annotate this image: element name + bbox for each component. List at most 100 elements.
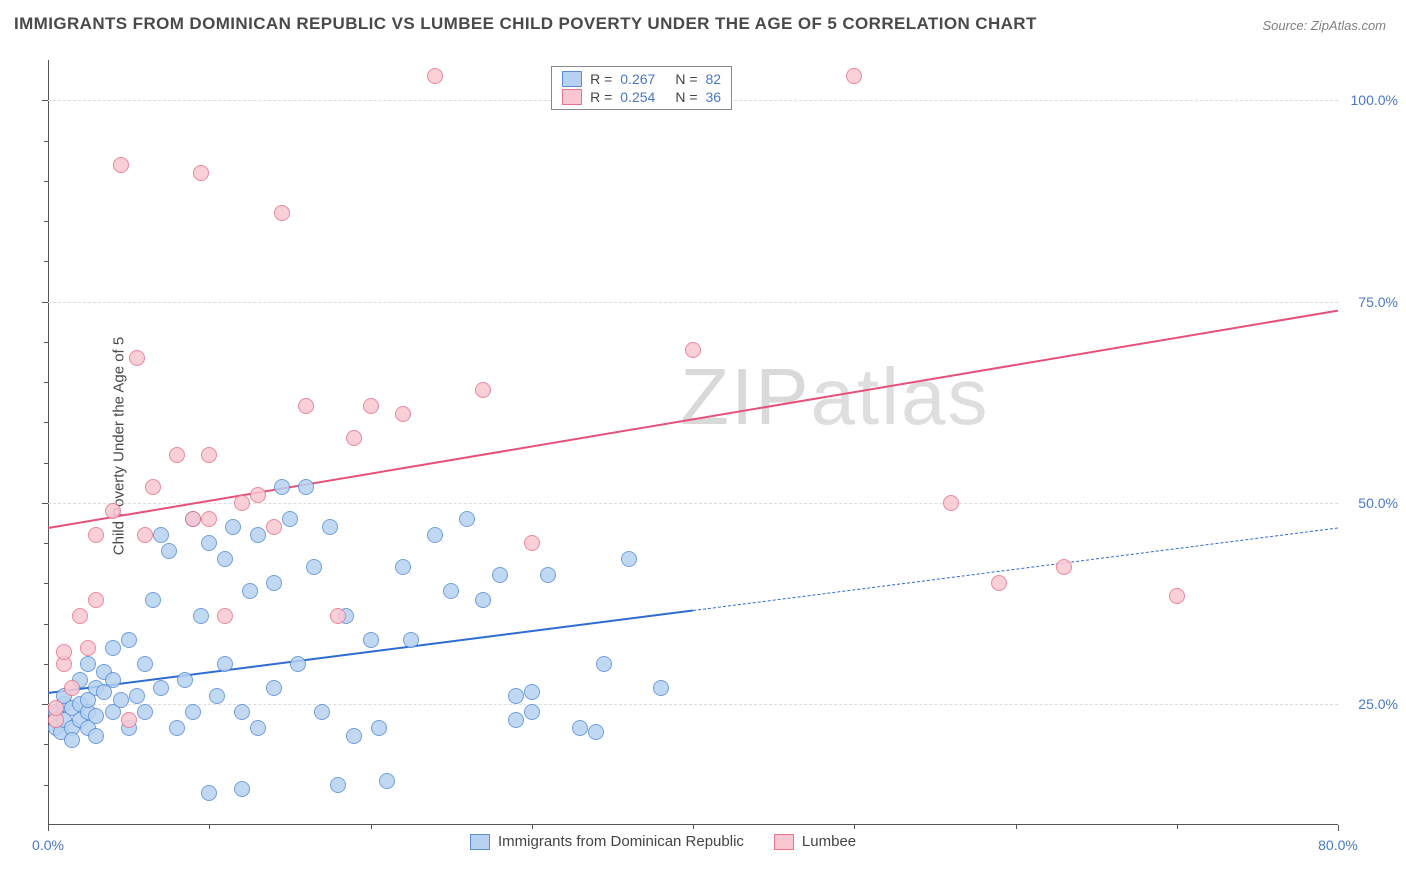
y-tick-label: 25.0% <box>1343 696 1398 712</box>
data-point <box>161 543 177 559</box>
data-point <box>427 68 443 84</box>
x-minor-tick <box>532 825 533 829</box>
data-point <box>266 680 282 696</box>
data-point <box>492 567 508 583</box>
data-point <box>129 688 145 704</box>
y-minor-tick <box>44 181 48 182</box>
chart-title: IMMIGRANTS FROM DOMINICAN REPUBLIC VS LU… <box>14 14 1037 34</box>
series-name: Lumbee <box>802 833 856 850</box>
x-tick-label: 80.0% <box>1318 837 1358 853</box>
x-minor-tick <box>1177 825 1178 829</box>
legend-r-value: 0.267 <box>620 71 655 87</box>
data-point <box>395 406 411 422</box>
data-point <box>588 724 604 740</box>
data-point <box>298 398 314 414</box>
y-minor-tick <box>44 141 48 142</box>
data-point <box>508 712 524 728</box>
data-point <box>540 567 556 583</box>
data-point <box>88 592 104 608</box>
x-minor-tick <box>693 825 694 829</box>
legend-n-value: 36 <box>706 89 722 105</box>
data-point <box>64 732 80 748</box>
data-point <box>201 511 217 527</box>
data-point <box>225 519 241 535</box>
y-minor-tick <box>44 422 48 423</box>
data-point <box>121 632 137 648</box>
data-point <box>250 720 266 736</box>
trend-line <box>693 527 1338 611</box>
data-point <box>145 592 161 608</box>
data-point <box>113 157 129 173</box>
legend-swatch <box>562 89 582 105</box>
y-tick-mark <box>42 302 48 303</box>
data-point <box>169 447 185 463</box>
y-minor-tick <box>44 785 48 786</box>
y-minor-tick <box>44 261 48 262</box>
data-point <box>88 708 104 724</box>
data-point <box>403 632 419 648</box>
data-point <box>137 704 153 720</box>
data-point <box>201 535 217 551</box>
data-point <box>266 519 282 535</box>
data-point <box>298 479 314 495</box>
data-point <box>1169 588 1185 604</box>
x-minor-tick <box>209 825 210 829</box>
data-point <box>363 632 379 648</box>
data-point <box>72 608 88 624</box>
data-point <box>653 680 669 696</box>
series-legend-item: Immigrants from Dominican Republic <box>470 833 744 850</box>
legend-swatch <box>562 71 582 87</box>
data-point <box>217 551 233 567</box>
data-point <box>274 479 290 495</box>
trend-line <box>48 610 693 695</box>
series-name: Immigrants from Dominican Republic <box>498 833 744 850</box>
data-point <box>379 773 395 789</box>
legend-row: R = 0.267N = 82 <box>562 71 721 87</box>
data-point <box>443 583 459 599</box>
legend-r-label: R = <box>590 89 612 105</box>
data-point <box>322 519 338 535</box>
data-point <box>290 656 306 672</box>
data-point <box>177 672 193 688</box>
y-minor-tick <box>44 463 48 464</box>
legend-r-value: 0.254 <box>620 89 655 105</box>
data-point <box>395 559 411 575</box>
source-label: Source: ZipAtlas.com <box>1262 18 1386 33</box>
x-tick-mark <box>48 825 49 831</box>
data-point <box>193 165 209 181</box>
x-minor-tick <box>854 825 855 829</box>
data-point <box>234 495 250 511</box>
data-point <box>1056 559 1072 575</box>
data-point <box>330 608 346 624</box>
data-point <box>88 527 104 543</box>
data-point <box>105 640 121 656</box>
data-point <box>185 704 201 720</box>
data-point <box>330 777 346 793</box>
data-point <box>524 704 540 720</box>
data-point <box>508 688 524 704</box>
y-minor-tick <box>44 382 48 383</box>
y-minor-tick <box>44 583 48 584</box>
y-minor-tick <box>44 624 48 625</box>
data-point <box>685 342 701 358</box>
data-point <box>153 680 169 696</box>
data-point <box>524 684 540 700</box>
data-point <box>201 785 217 801</box>
data-point <box>64 680 80 696</box>
data-point <box>137 527 153 543</box>
data-point <box>363 398 379 414</box>
data-point <box>80 640 96 656</box>
data-point <box>991 575 1007 591</box>
y-tick-label: 75.0% <box>1343 294 1398 310</box>
y-tick-mark <box>42 503 48 504</box>
data-point <box>475 382 491 398</box>
y-tick-mark <box>42 704 48 705</box>
data-point <box>346 430 362 446</box>
legend-swatch <box>470 834 490 850</box>
series-legend: Immigrants from Dominican Republic Lumbee <box>470 833 856 850</box>
data-point <box>475 592 491 608</box>
data-point <box>621 551 637 567</box>
x-minor-tick <box>1016 825 1017 829</box>
data-point <box>137 656 153 672</box>
data-point <box>250 487 266 503</box>
